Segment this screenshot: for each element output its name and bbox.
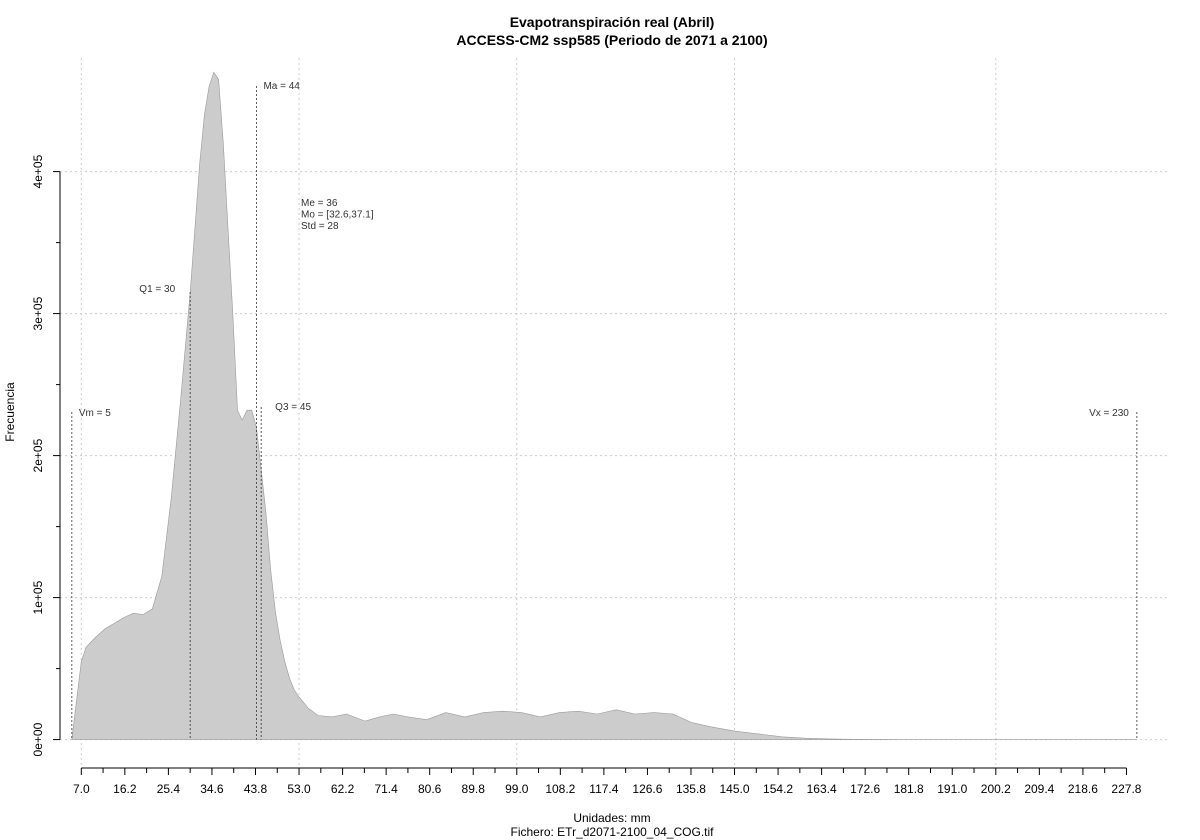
x-tick-label: 7.0 bbox=[73, 782, 90, 796]
ref-label-q3: Q3 = 45 bbox=[275, 402, 311, 413]
x-tick-label: 43.8 bbox=[244, 782, 268, 796]
x-tick-label: 108.2 bbox=[545, 782, 575, 796]
x-tick-label: 71.4 bbox=[374, 782, 398, 796]
y-tick-label: 4e+05 bbox=[31, 154, 45, 188]
chart-title: Evapotranspiración real (Abril) bbox=[510, 14, 715, 30]
chart-caption: Fichero: ETr_d2071-2100_04_COG.tif bbox=[511, 825, 715, 839]
x-axis-title: Unidades: mm bbox=[573, 811, 650, 825]
y-tick-label: 1e+05 bbox=[31, 580, 45, 614]
x-tick-label: 145.0 bbox=[720, 782, 750, 796]
x-tick-label: 80.6 bbox=[418, 782, 442, 796]
reference-lines bbox=[71, 86, 1138, 740]
x-tick-label: 99.0 bbox=[505, 782, 529, 796]
x-tick-label: 154.2 bbox=[763, 782, 793, 796]
x-tick-label: 163.4 bbox=[807, 782, 837, 796]
x-tick-label: 53.0 bbox=[287, 782, 311, 796]
x-tick-label: 227.8 bbox=[1111, 782, 1141, 796]
y-tick-label: 3e+05 bbox=[31, 296, 45, 330]
x-tick-label: 191.0 bbox=[937, 782, 967, 796]
ref-label-vx: Vx = 230 bbox=[1089, 408, 1129, 419]
x-tick-label: 218.6 bbox=[1068, 782, 1098, 796]
chart-subtitle: ACCESS-CM2 ssp585 (Periodo de 2071 a 210… bbox=[456, 32, 767, 48]
stats-label: Std = 28 bbox=[301, 221, 339, 232]
density-area bbox=[71, 71, 1137, 740]
ref-label-vm: Vm = 5 bbox=[79, 408, 111, 419]
density-curve bbox=[71, 71, 1137, 740]
y-tick-label: 0e+00 bbox=[31, 722, 45, 756]
x-tick-label: 16.2 bbox=[113, 782, 137, 796]
y-ticks: 0e+00 1e+05 2e+05 3e+05 4e+05 bbox=[31, 154, 60, 756]
ref-label-ma: Ma = 44 bbox=[263, 81, 300, 92]
x-tick-label: 62.2 bbox=[331, 782, 355, 796]
x-tick-label: 126.6 bbox=[632, 782, 662, 796]
x-tick-label: 117.4 bbox=[589, 782, 618, 796]
x-tick-label: 172.6 bbox=[850, 782, 880, 796]
x-ticks: 7.0 16.2 25.4 34.6 43.8 53.0 62.2 71.4 80.6 89.8 9… bbox=[73, 768, 1142, 796]
x-tick-label: 135.8 bbox=[676, 782, 706, 796]
stats-label: Mo = [32.6,37.1] bbox=[301, 210, 374, 221]
stats-label: Me = 36 bbox=[301, 198, 338, 209]
ref-label-q1: Q1 = 30 bbox=[139, 284, 175, 295]
x-tick-label: 34.6 bbox=[200, 782, 224, 796]
y-tick-label: 2e+05 bbox=[31, 438, 45, 472]
y-axis-title: Frecuencia bbox=[3, 382, 17, 442]
x-tick-label: 89.8 bbox=[462, 782, 486, 796]
x-tick-label: 209.4 bbox=[1024, 782, 1054, 796]
x-tick-label: 181.8 bbox=[894, 782, 924, 796]
annotations: Vm = 5 Q1 = 30 Ma = 44 Q3 = 45 Vx = 230 Me = … bbox=[79, 81, 1129, 419]
x-tick-label: 25.4 bbox=[157, 782, 181, 796]
x-tick-label: 200.2 bbox=[981, 782, 1011, 796]
